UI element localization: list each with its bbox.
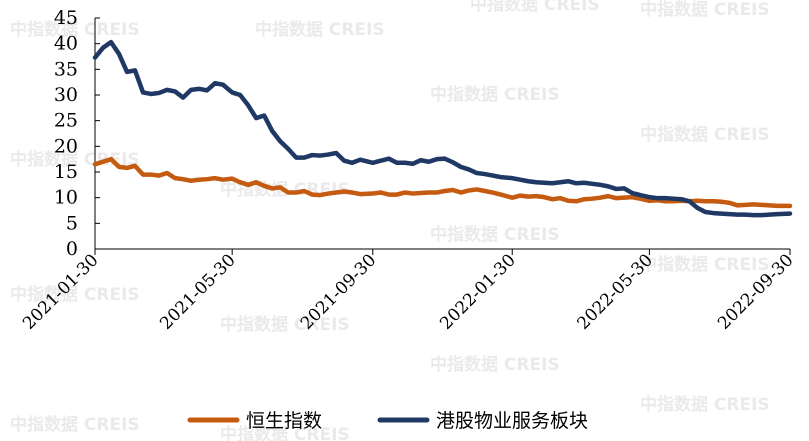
- series-layer: [92, 39, 793, 218]
- watermark-text: 中指数据 CREIS: [640, 0, 770, 20]
- watermark-text: 中指数据 CREIS: [220, 314, 350, 335]
- watermark-text: 中指数据 CREIS: [10, 284, 140, 305]
- series-line: [92, 39, 793, 218]
- watermark-text: 中指数据 CREIS: [640, 254, 770, 275]
- legend: 恒生指数 港股物业服务板块: [187, 410, 588, 432]
- y-ticks: 0 5 10 15 20 25 30 35 40 45: [54, 7, 100, 260]
- y-tick-label: 45: [54, 7, 78, 29]
- y-tick-label: 35: [54, 58, 78, 80]
- watermark-text: 中指数据 CREIS: [10, 19, 140, 40]
- watermark-text: 中指数据 CREIS: [10, 414, 140, 435]
- x-tick-label: 2022-01-30: [436, 250, 519, 333]
- watermark-text: 中指数据 CREIS: [640, 124, 770, 145]
- watermark-text: 中指数据 CREIS: [640, 394, 770, 415]
- y-tick-label: 40: [54, 33, 78, 55]
- watermark-text: 中指数据 CREIS: [255, 19, 385, 40]
- watermark-text: 中指数据 CREIS: [10, 149, 140, 170]
- y-tick-label: 20: [54, 135, 78, 157]
- watermark-text: 中指数据 CREIS: [470, 0, 600, 15]
- y-tick-label: 10: [54, 187, 78, 209]
- x-tick-label: 2022-05-30: [573, 250, 656, 333]
- y-tick-label: 15: [54, 161, 78, 183]
- y-tick-label: 5: [66, 212, 78, 234]
- watermark-layer: 中指数据 CREIS 中指数据 CREIS 中指数据 CREIS 中指数据 CREIS…: [10, 0, 770, 441]
- series-hsi: [92, 156, 793, 209]
- watermark-text: 中指数据 CREIS: [220, 424, 350, 441]
- watermark-text: 中指数据 CREIS: [430, 84, 560, 105]
- y-tick-label: 0: [66, 238, 78, 260]
- y-tick-label: 30: [54, 84, 78, 106]
- legend-label-hsi: 恒生指数: [246, 410, 322, 432]
- watermark-text: 中指数据 CREIS: [430, 354, 560, 375]
- series-line: [92, 156, 793, 209]
- y-tick-label: 25: [54, 110, 78, 132]
- watermark-text: 中指数据 CREIS: [430, 224, 560, 245]
- legend-label-property-services: 港股物业服务板块: [436, 410, 588, 432]
- series-property-services: [92, 39, 793, 218]
